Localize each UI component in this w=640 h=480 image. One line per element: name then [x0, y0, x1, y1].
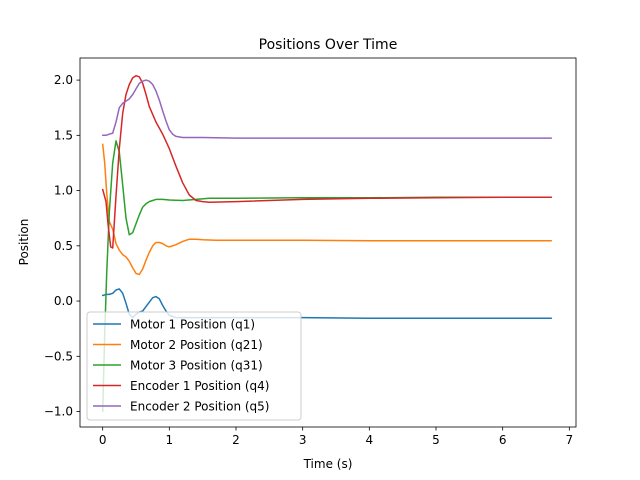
- x-tick-label: 1: [166, 433, 174, 447]
- x-tick-label: 4: [366, 433, 374, 447]
- x-tick-label: 3: [299, 433, 307, 447]
- legend-label: Motor 1 Position (q1): [130, 318, 255, 332]
- legend-label: Encoder 1 Position (q4): [130, 379, 269, 393]
- series-line-2: [101, 143, 553, 276]
- x-tick-label: 0: [99, 433, 107, 447]
- x-axis-label: Time (s): [303, 457, 353, 471]
- axes-frame: [79, 57, 577, 428]
- y-tick-label: 0.0: [54, 294, 73, 308]
- x-tick-label: 2: [232, 433, 240, 447]
- legend-label: Encoder 2 Position (q5): [130, 400, 269, 414]
- series-line-4: [101, 74, 553, 249]
- y-tick-label: 2.0: [54, 73, 73, 87]
- legend-box: [86, 311, 302, 421]
- x-tick-label: 6: [499, 433, 507, 447]
- ticks-layer: 0 1 2 3 4 5 6 7 −1.0 −0.5 0.0 0.5 1.0 1.5 2.0: [44, 73, 573, 447]
- y-tick-label: −1.0: [44, 405, 73, 419]
- legend-label: Motor 3 Position (q31): [130, 359, 263, 373]
- x-tick-label: 5: [432, 433, 440, 447]
- chart-title: Positions Over Time: [259, 37, 398, 53]
- legend: Motor 1 Position (q1) Motor 2 Position (q…: [86, 311, 302, 421]
- series-line-3: [101, 140, 553, 413]
- legend-label: Motor 2 Position (q21): [130, 338, 263, 352]
- series-line-5: [101, 79, 553, 139]
- y-axis-label: Position: [17, 219, 31, 266]
- y-tick-label: 1.5: [54, 128, 73, 142]
- y-tick-label: −0.5: [44, 349, 73, 363]
- y-tick-label: 1.0: [54, 184, 73, 198]
- x-tick-label: 7: [566, 433, 574, 447]
- y-tick-label: 0.5: [54, 239, 73, 253]
